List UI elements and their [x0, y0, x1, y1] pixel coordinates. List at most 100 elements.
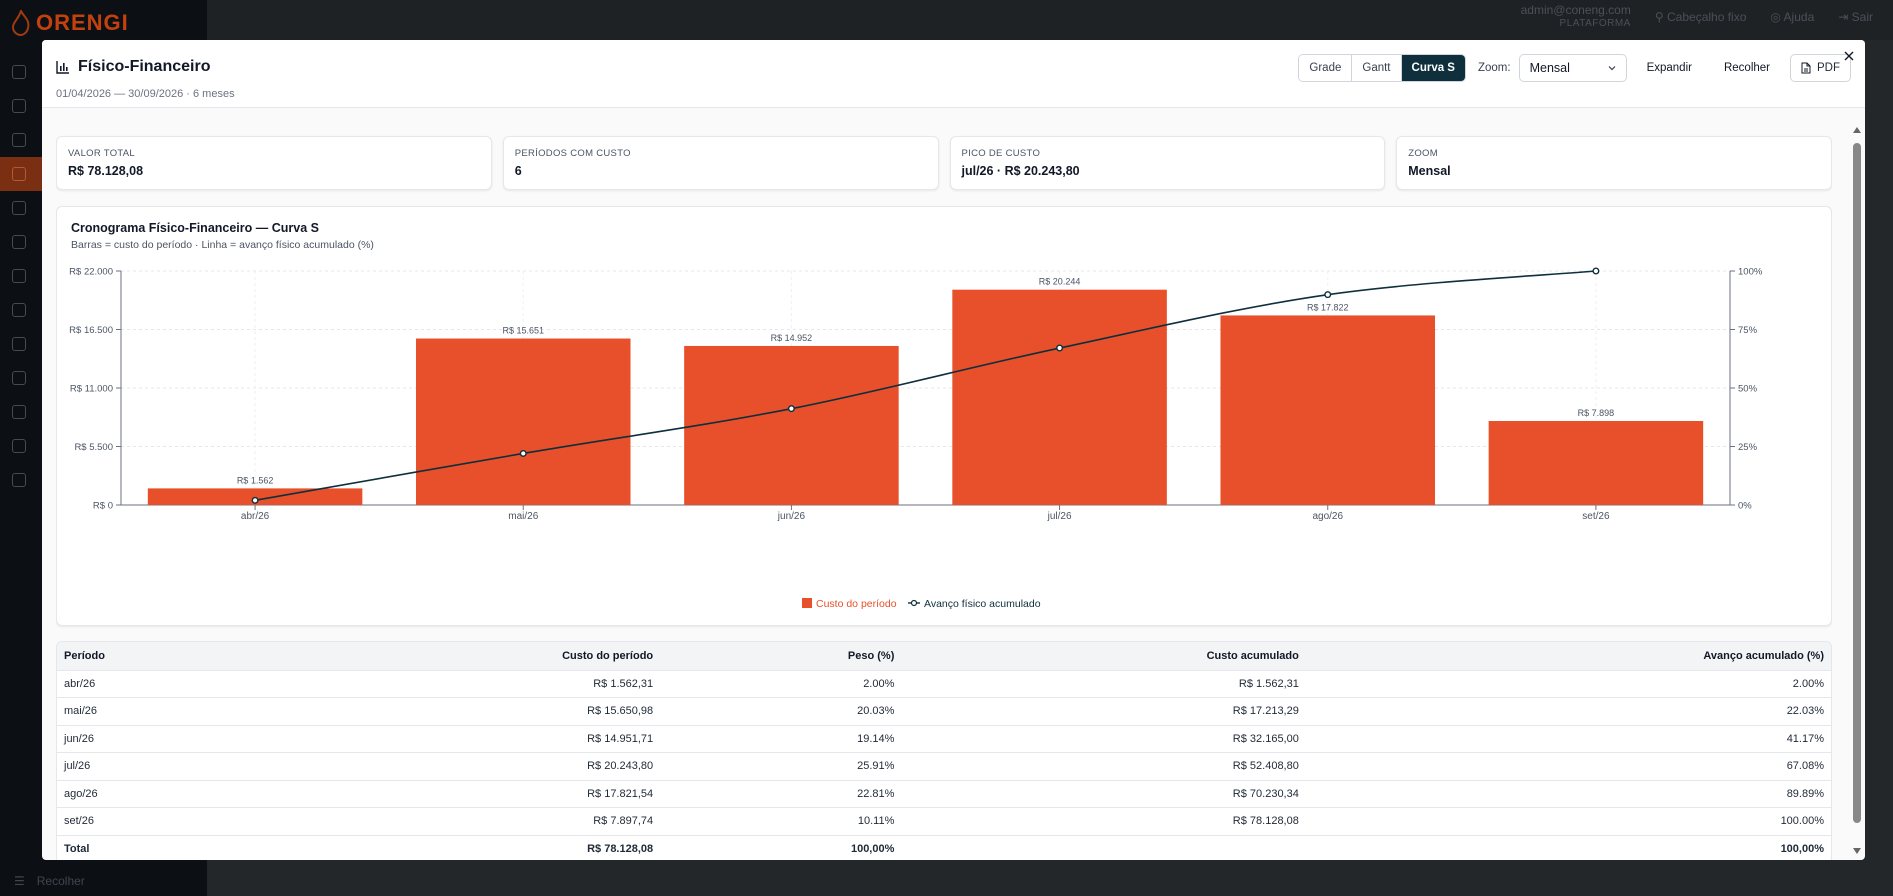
x-tick-label: jul/26: [1047, 511, 1072, 522]
curva-s-chart: R$ 0 R$ 5.500 R$ 11.000 R$ 16.500 R$ 22.000 0…: [69, 267, 1763, 611]
x-tick-label: set/26: [1582, 511, 1610, 522]
y-right-tick-label: 100%: [1738, 267, 1763, 278]
legend-label-avanco: Avanço físico acumulado: [924, 598, 1041, 610]
nav-item[interactable]: [0, 327, 207, 361]
table-cell: R$ 17.213,29: [901, 697, 1306, 726]
y-right-tick-label: 0%: [1738, 501, 1752, 512]
kpi-row: VALOR TOTAL R$ 78.128,08 PERÍODOS COM CU…: [56, 136, 1832, 190]
table-cell: R$ 15.650,98: [482, 697, 661, 726]
table-row: jun/26 R$ 14.951,71 19.14% R$ 32.165,00 41.1…: [57, 725, 1831, 753]
bar-data-label: R$ 20.244: [1039, 277, 1081, 287]
table-cell: R$ 14.951,71: [482, 725, 661, 753]
sidebar-collapse-button[interactable]: ☰ Recolher: [14, 874, 85, 888]
table-cell: R$ 70.230,34: [901, 780, 1306, 808]
scroll-down-icon[interactable]: [1852, 846, 1862, 856]
user-email: admin@coneng.com: [1520, 3, 1631, 17]
bar-custo-abr-26: [147, 488, 363, 505]
chart-title: Cronograma Físico-Financeiro — Curva S: [71, 221, 319, 235]
tab-curva-s[interactable]: Curva S: [1401, 55, 1465, 81]
bar-custo-set-26: [1488, 420, 1704, 505]
expand-button[interactable]: Expandir: [1646, 62, 1692, 74]
nav-item[interactable]: [0, 361, 207, 395]
nav-item[interactable]: [0, 225, 207, 259]
nav-icon: [12, 99, 26, 113]
line-point-jul-26: [1056, 344, 1064, 352]
help-link[interactable]: ◎ Ajuda: [1770, 10, 1814, 24]
line-avanco-acumulado: [254, 270, 1596, 502]
modal-body: VALOR TOTAL R$ 78.128,08 PERÍODOS COM CU…: [56, 108, 1832, 860]
bar-data-label: R$ 7.898: [1578, 408, 1615, 418]
table-cell: mai/26: [57, 697, 483, 726]
table-cell: R$ 17.821,54: [482, 780, 661, 808]
tab-gantt[interactable]: Gantt: [1352, 55, 1402, 81]
modal-title-text: Físico-Financeiro: [78, 58, 211, 75]
table-row: ago/26 R$ 17.821,54 22.81% R$ 70.230,34 89.8…: [57, 780, 1831, 808]
table-cell: 20.03%: [660, 697, 902, 726]
y-right-tick-label: 50%: [1738, 384, 1758, 395]
user-info[interactable]: admin@coneng.com PLATAFORMA: [1521, 4, 1631, 30]
nav-icon: [12, 337, 26, 351]
document-icon: [1801, 62, 1811, 74]
bar-data-label: R$ 17.822: [1307, 302, 1349, 312]
table-cell: ago/26: [57, 780, 483, 808]
table-total-row: Total R$ 78.128,08 100,00% 100,00%: [57, 835, 1831, 860]
nav-item[interactable]: [0, 463, 207, 497]
schedule-table-wrapper: Período Custo do período Peso (%) Custo …: [56, 641, 1832, 860]
x-tick-label: abr/26: [241, 511, 270, 522]
bar-data-label: R$ 15.651: [502, 326, 544, 336]
y-left-tick-label: R$ 5.500: [74, 442, 113, 453]
zoom-select[interactable]: Mensal: [1518, 54, 1627, 82]
pdf-button[interactable]: PDF: [1790, 54, 1851, 82]
close-icon[interactable]: [1843, 50, 1855, 62]
x-tick-label: ago/26: [1312, 511, 1343, 522]
logout-link[interactable]: ⇥ Sair: [1838, 10, 1873, 24]
line-point-set-26: [1592, 267, 1600, 275]
nav-item[interactable]: [0, 293, 207, 327]
kpi-card-zoom: ZOOM Mensal: [1396, 136, 1832, 190]
modal-date-range: 01/04/2026 — 30/09/2026 · 6 meses: [56, 88, 235, 100]
bar-custo-mai-26: [415, 338, 631, 505]
fixed-header-toggle[interactable]: ⚲ Cabeçalho fixo: [1655, 10, 1747, 24]
legend-label-custo: Custo do período: [816, 598, 897, 610]
nav-item[interactable]: [0, 259, 207, 293]
modal-header: Físico-Financeiro 01/04/2026 — 30/09/202…: [42, 40, 1865, 108]
table-cell: R$ 20.243,80: [482, 752, 661, 781]
menu-icon: ☰: [14, 874, 25, 888]
y-left-tick-label: R$ 0: [93, 501, 113, 512]
y-left-tick-label: R$ 22.000: [69, 267, 113, 278]
x-tick-label: jun/26: [777, 511, 806, 522]
pdf-button-label: PDF: [1817, 62, 1840, 74]
fisico-financeiro-modal: Físico-Financeiro 01/04/2026 — 30/09/202…: [42, 40, 1865, 860]
scrollbar-thumb[interactable]: [1853, 143, 1861, 823]
table-cell: 22.03%: [1305, 697, 1831, 726]
y-left-tick-label: R$ 16.500: [69, 325, 113, 336]
kpi-card-peak: PICO DE CUSTO jul/26 · R$ 20.243,80: [949, 136, 1386, 190]
line-point-mai-26: [519, 449, 527, 457]
nav-item[interactable]: [0, 55, 207, 89]
table-cell: 22.81%: [660, 780, 902, 808]
col-header-acumulado: Custo acumulado: [901, 642, 1306, 671]
table-row: abr/26 R$ 1.562,31 2.00% R$ 1.562,31 2.00%: [57, 670, 1831, 698]
table-total-cell: Total: [64, 843, 90, 855]
table-cell: 19.14%: [660, 725, 902, 753]
legend-swatch-avanco-dot: [910, 599, 918, 607]
table-cell: 67.08%: [1305, 752, 1831, 781]
bar-data-label: R$ 14.952: [771, 333, 813, 343]
table-cell: 10.11%: [660, 807, 902, 836]
col-header-peso: Peso (%): [660, 642, 902, 671]
table-total-cell: R$ 78.128,08: [587, 843, 654, 855]
collapse-button[interactable]: Recolher: [1723, 62, 1770, 74]
scroll-up-icon[interactable]: [1852, 125, 1862, 135]
nav-item[interactable]: [0, 123, 207, 157]
pin-icon: ⚲: [1654, 10, 1664, 24]
nav-item[interactable]: [0, 395, 207, 429]
table-cell: 100.00%: [1305, 807, 1831, 836]
chevron-down-icon: [1608, 66, 1616, 71]
table-row: mai/26 R$ 15.650,98 20.03% R$ 17.213,29 22.0…: [57, 697, 1831, 726]
modal-scrollbar[interactable]: [1852, 125, 1862, 860]
nav-item[interactable]: [0, 89, 207, 123]
nav-item[interactable]: [0, 191, 207, 225]
nav-item[interactable]: [0, 429, 207, 463]
table-cell: 2.00%: [1305, 670, 1831, 698]
tab-grade[interactable]: Grade: [1299, 55, 1353, 81]
